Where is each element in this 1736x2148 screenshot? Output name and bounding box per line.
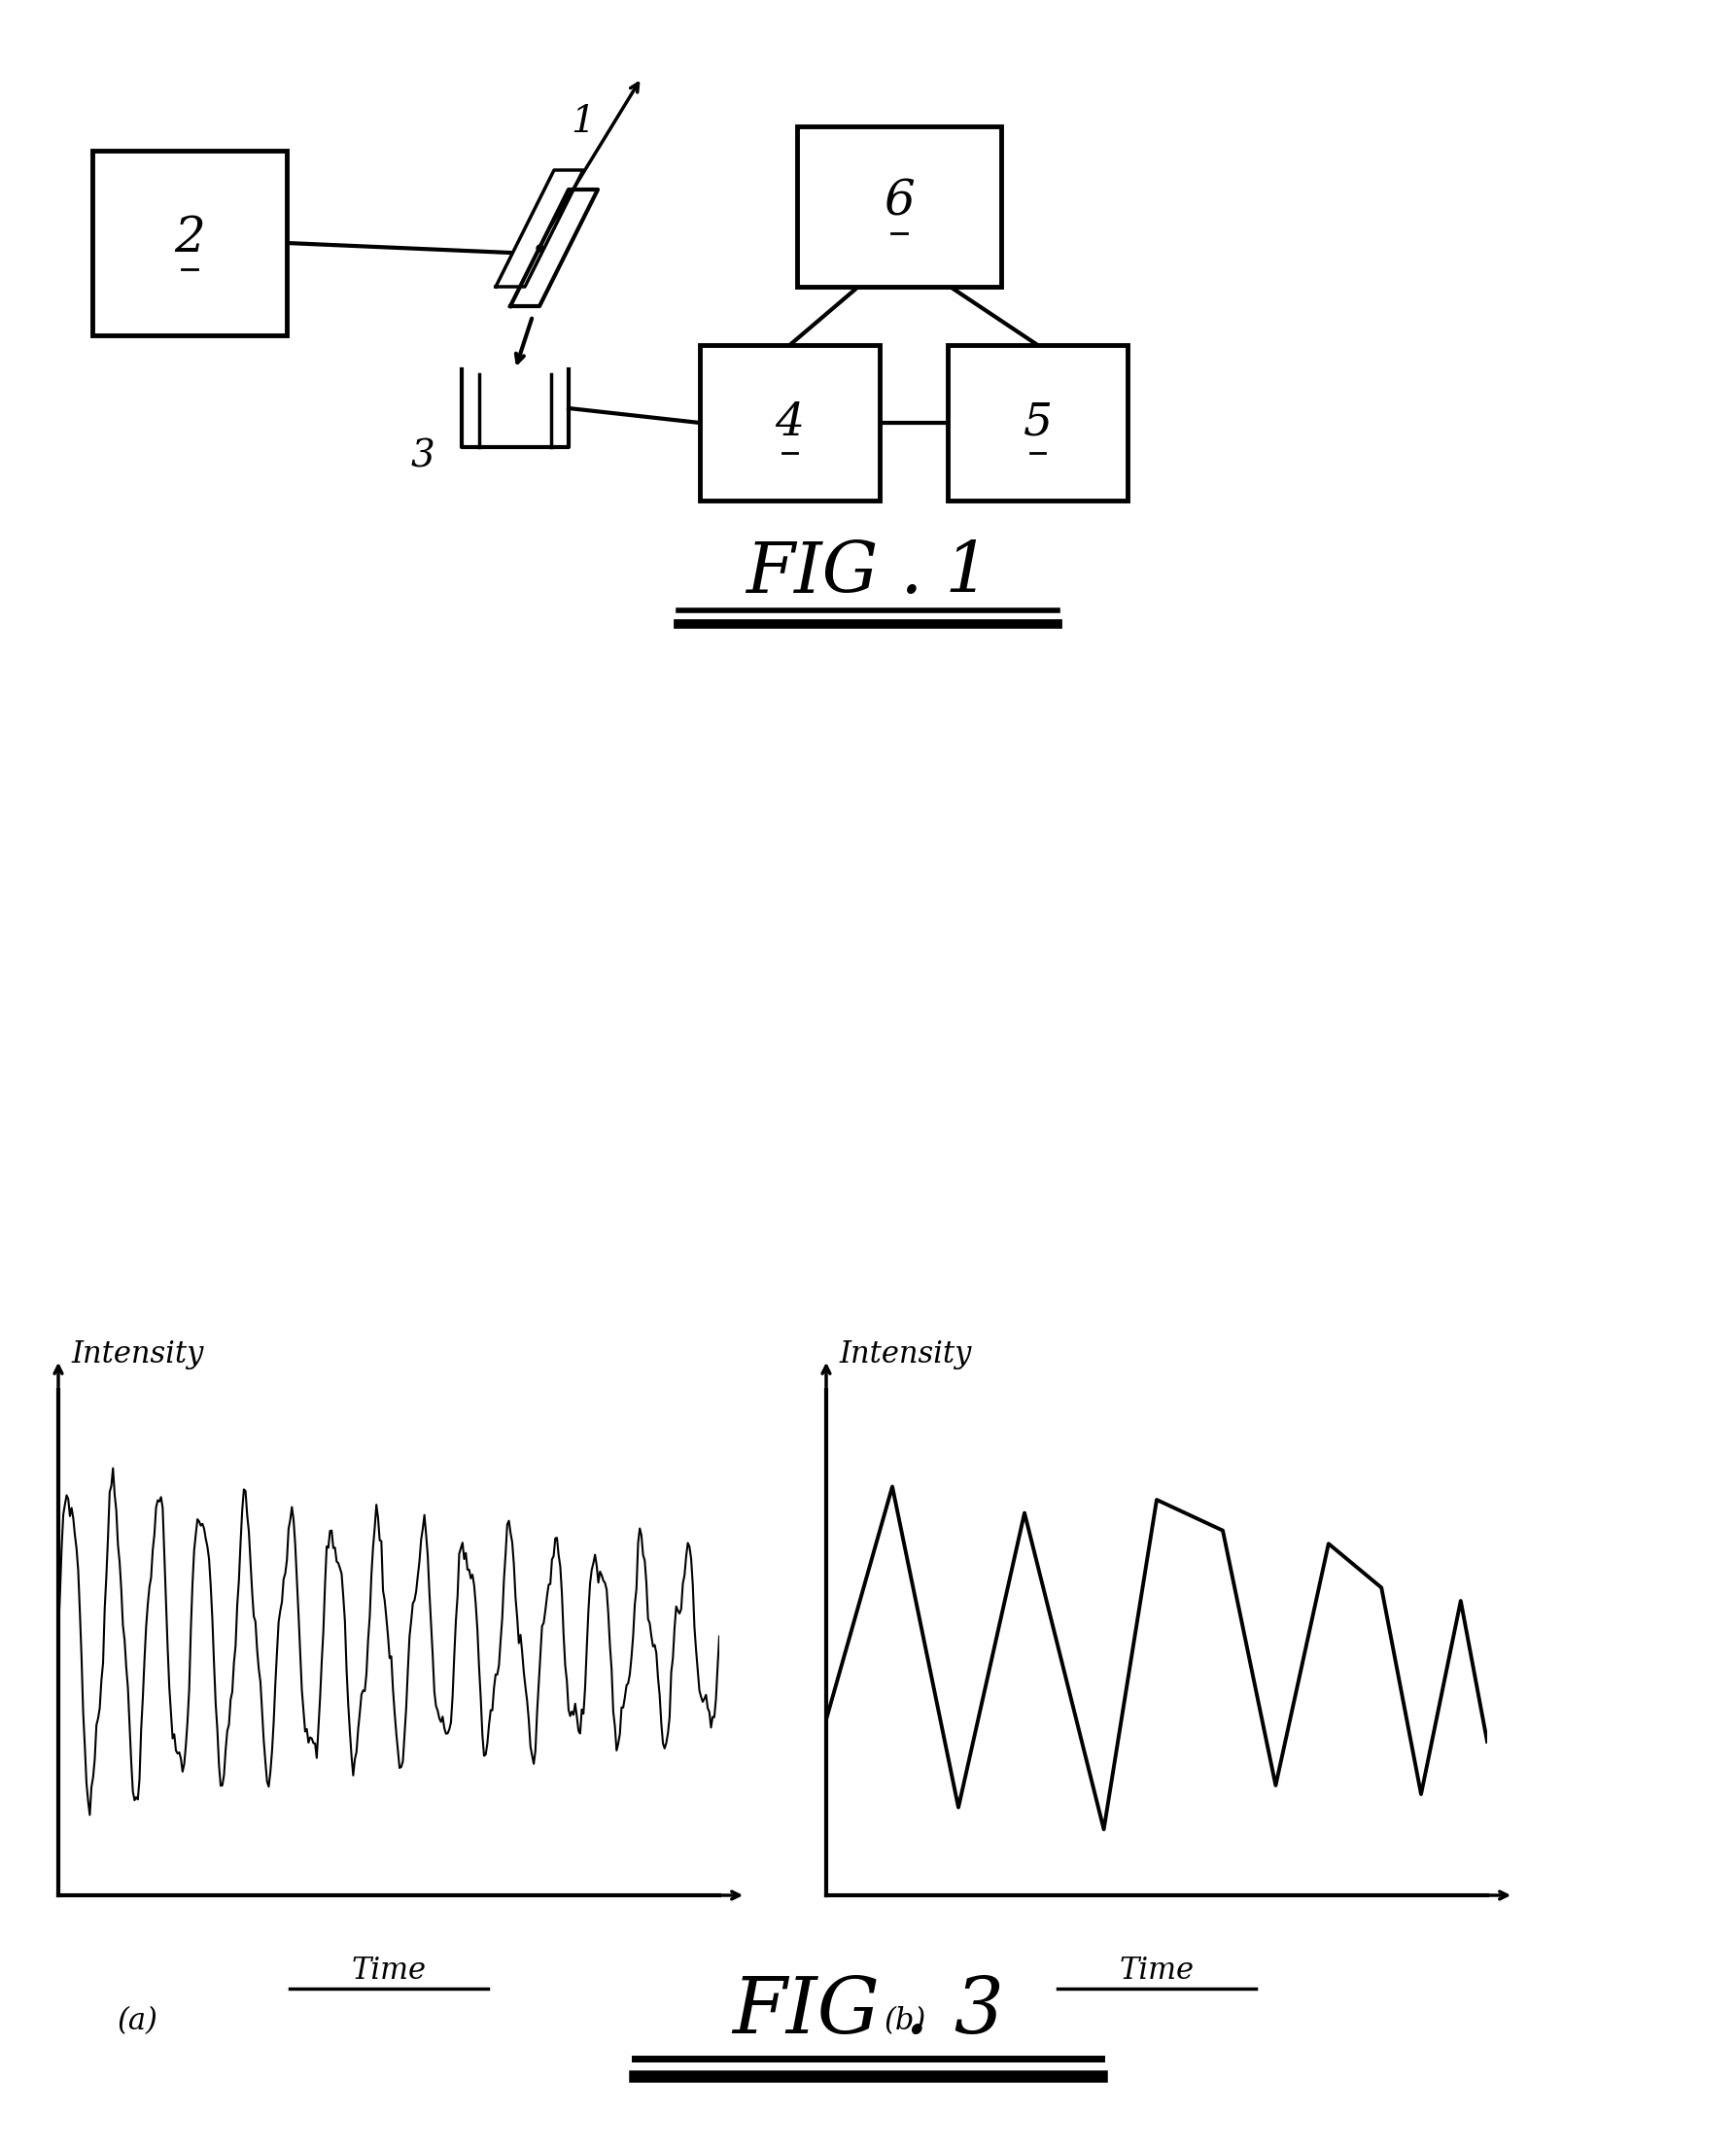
Text: 4: 4 [774,402,804,445]
Text: 6: 6 [884,178,915,226]
Text: Time: Time [1120,1957,1194,1987]
Text: Time: Time [351,1957,427,1987]
Text: FIG . 3: FIG . 3 [733,1974,1003,2049]
Text: Intensity: Intensity [840,1340,972,1370]
Text: Intensity: Intensity [71,1340,205,1370]
Text: 5: 5 [1023,402,1052,445]
Text: FIG . 1: FIG . 1 [746,539,990,608]
Bar [797,127,1002,286]
Text: (b): (b) [885,2006,927,2036]
Text: 2: 2 [174,215,205,262]
Text: 3: 3 [411,438,434,475]
Bar [948,346,1127,500]
Text: (a): (a) [118,2006,158,2036]
Text: 1: 1 [571,103,595,140]
Bar [700,346,880,500]
Bar [92,150,286,335]
